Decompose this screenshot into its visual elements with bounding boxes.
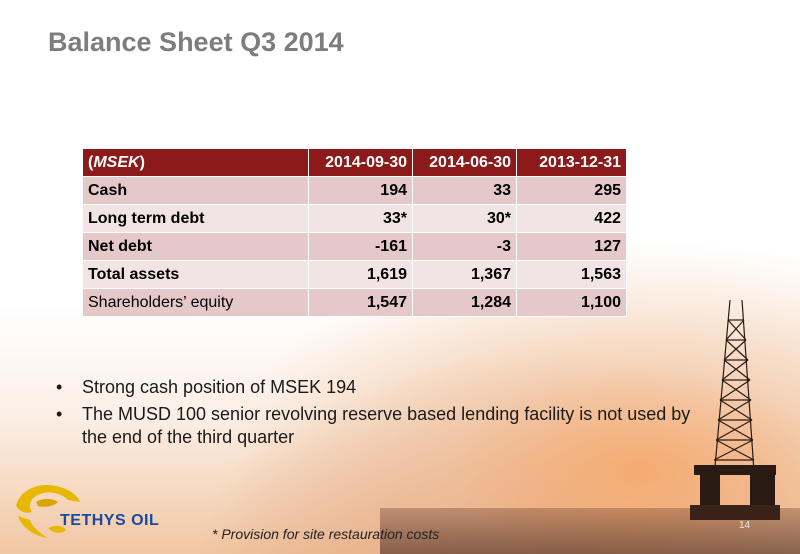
unit-header: (MSEK) — [82, 148, 309, 177]
table-cell: 1,367 — [412, 260, 517, 289]
row-label: Net debt — [82, 232, 309, 261]
table-cell: -161 — [308, 232, 413, 261]
table-row: Cash 194 33 295 — [82, 176, 627, 205]
table-row: Shareholders’ equity 1,547 1,284 1,100 — [82, 288, 627, 317]
footnote: * Provision for site restauration costs — [212, 526, 440, 542]
table-row: Net debt -161 -3 127 — [82, 232, 627, 261]
bullet-list: • Strong cash position of MSEK 194 • The… — [56, 376, 706, 453]
table-header-row: (MSEK) 2014-09-30 2014-06-30 2013-12-31 — [82, 148, 627, 177]
row-label: Long term debt — [82, 204, 309, 233]
table-cell: 33* — [308, 204, 413, 233]
row-label: Total assets — [82, 260, 309, 289]
table-cell: 1,547 — [308, 288, 413, 317]
table-cell: -3 — [412, 232, 517, 261]
table-cell: 1,619 — [308, 260, 413, 289]
bullet-icon: • — [56, 404, 63, 424]
table-cell: 127 — [516, 232, 627, 261]
column-header: 2014-06-30 — [412, 148, 517, 177]
table-cell: 194 — [308, 176, 413, 205]
table-row: Long term debt 33* 30* 422 — [82, 204, 627, 233]
row-label: Cash — [82, 176, 309, 205]
table-cell: 295 — [516, 176, 627, 205]
row-label: Shareholders’ equity — [82, 288, 309, 317]
table-cell: 1,563 — [516, 260, 627, 289]
table-cell: 33 — [412, 176, 517, 205]
balance-sheet-table: (MSEK) 2014-09-30 2014-06-30 2013-12-31 … — [82, 148, 627, 317]
table-cell: 1,100 — [516, 288, 627, 317]
list-item: • Strong cash position of MSEK 194 — [56, 376, 706, 399]
table-cell: 422 — [516, 204, 627, 233]
logo-text: TETHYS OIL — [60, 512, 160, 529]
bullet-text: Strong cash position of MSEK 194 — [82, 377, 357, 397]
page-title: Balance Sheet Q3 2014 — [48, 27, 344, 57]
tethys-oil-logo-icon — [16, 484, 80, 538]
table-cell: 30* — [412, 204, 517, 233]
bullet-icon: • — [56, 377, 63, 397]
table-row: Total assets 1,619 1,367 1,563 — [82, 260, 627, 289]
table-cell: 1,284 — [412, 288, 517, 317]
column-header: 2013-12-31 — [516, 148, 627, 177]
drilling-rig-icon — [690, 300, 780, 520]
column-header: 2014-09-30 — [308, 148, 413, 177]
bullet-text: The MUSD 100 senior revolving reserve ba… — [82, 404, 691, 447]
list-item: • The MUSD 100 senior revolving reserve … — [56, 403, 706, 449]
page-number: 14 — [739, 520, 751, 531]
